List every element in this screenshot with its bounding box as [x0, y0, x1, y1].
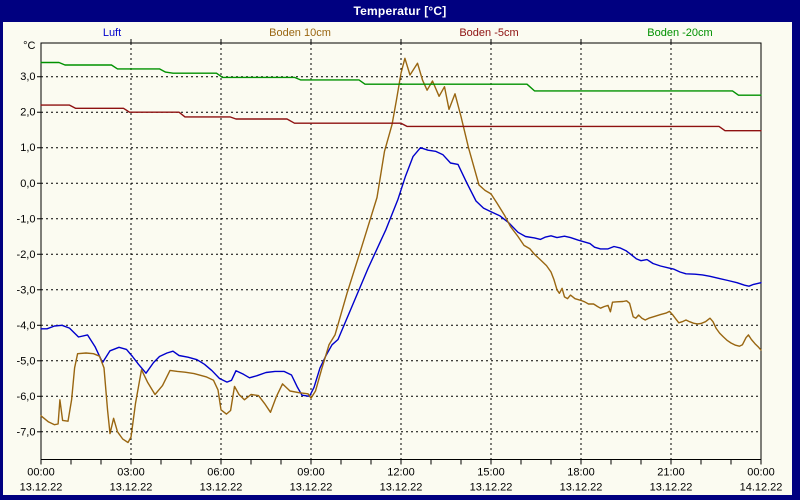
x-tick-time-label: 09:00: [297, 467, 325, 479]
x-tick-time-label: 12:00: [387, 467, 415, 479]
plot-frame: [40, 42, 762, 460]
window-title: Temperatur [°C]: [353, 4, 447, 18]
x-tick-date-label: 13.12.22: [380, 482, 423, 494]
legend-item-boden-10cm: Boden 10cm: [269, 27, 331, 39]
y-tick-label: -2,0: [17, 249, 36, 261]
temperature-chart: 3,0 2,0 1,0 0,0 -1,0 -2,0 -3,0 -4,0 -5,0 -6,0 -7,0…: [17, 39, 783, 494]
x-tick-date-label: 13.12.22: [110, 482, 153, 494]
title-bar: Temperatur [°C]: [0, 0, 800, 22]
x-tick-date-label: 14.12.22: [740, 482, 783, 494]
x-tick-date-label: 13.12.22: [200, 482, 243, 494]
legend-item-boden-20cm: Boden -20cm: [647, 27, 713, 39]
y-tick-label: -7,0: [17, 426, 36, 438]
x-tick-time-label: 15:00: [477, 467, 505, 479]
x-tick-time-label: 06:00: [207, 467, 235, 479]
x-tick-time-label: 18:00: [567, 467, 595, 479]
chart-panel: Luft Boden 10cm Boden -5cm Boden -20cm 3…: [3, 22, 792, 495]
x-tick-date-label: 13.12.22: [470, 482, 513, 494]
x-tick-date-label: 13.12.22: [290, 482, 333, 494]
y-tick-label: -3,0: [17, 284, 36, 296]
y-tick-label: 1,0: [20, 142, 35, 154]
series-line-boden-10cm: [40, 57, 762, 444]
y-axis-unit-label: °C: [23, 40, 35, 52]
y-tick-label: 2,0: [20, 107, 35, 119]
series-line-boden--5cm: [40, 104, 762, 132]
x-tick-time-label: 03:00: [117, 467, 145, 479]
legend-item-boden-5cm: Boden -5cm: [459, 27, 519, 39]
x-tick-time-label: 00:00: [747, 467, 775, 479]
x-tick-date-label: 13.12.22: [20, 482, 63, 494]
series-line-boden--20cm: [40, 61, 762, 96]
x-tick-time-label: 00:00: [27, 467, 55, 479]
x-tick-time-label: 21:00: [657, 467, 685, 479]
legend-item-luft: Luft: [102, 27, 122, 39]
y-tick-label: 0,0: [20, 178, 35, 190]
y-tick-label: -6,0: [17, 391, 36, 403]
x-tick-date-label: 13.12.22: [650, 482, 693, 494]
x-tick-date-label: 13.12.22: [560, 482, 603, 494]
y-tick-label: -4,0: [17, 320, 36, 332]
y-tick-label: -5,0: [17, 355, 36, 367]
y-tick-label: -1,0: [17, 213, 36, 225]
series-line-luft: [40, 146, 762, 397]
y-tick-label: 3,0: [20, 71, 35, 83]
